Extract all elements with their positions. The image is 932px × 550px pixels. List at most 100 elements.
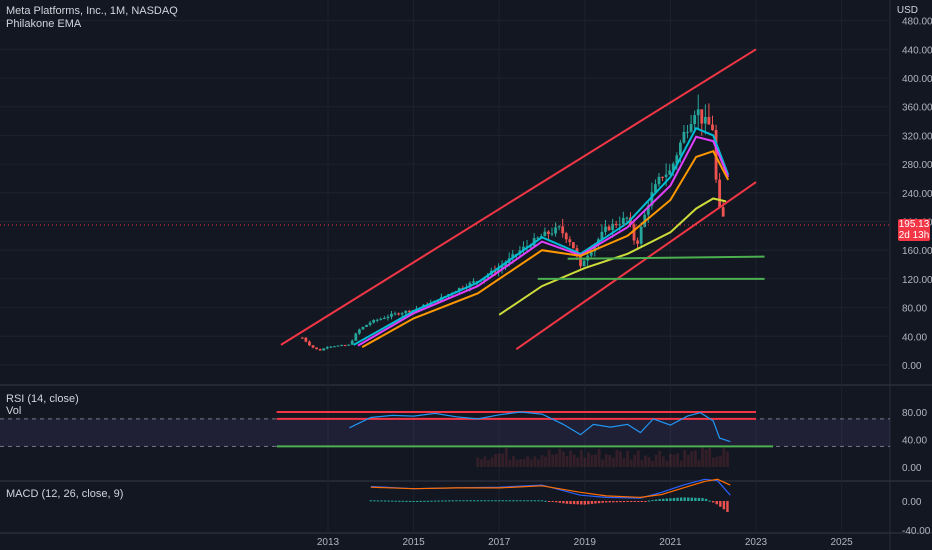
macd-histogram-bar [683, 497, 686, 501]
candle-body [600, 231, 604, 240]
macd-histogram-bar [580, 501, 583, 505]
rsi-band [0, 418, 890, 447]
candle-body [671, 163, 675, 171]
last-price-value: 195.13 [898, 219, 930, 230]
volume-bar [711, 457, 715, 467]
candle-body [568, 239, 572, 243]
candle-body [664, 174, 668, 178]
macd-histogram-bar [419, 500, 422, 502]
macd-histogram-bar [597, 501, 601, 504]
macd-histogram-bar [612, 501, 615, 503]
candle-body [315, 347, 318, 350]
macd-histogram-bar [423, 500, 426, 502]
macd-histogram-bar [462, 500, 465, 502]
macd-histogram-bar [565, 501, 569, 504]
macd-histogram-bar [601, 501, 604, 503]
macd-title: MACD (12, 26, close, 9) [6, 488, 124, 500]
candle-body [611, 223, 615, 231]
candle-body [365, 324, 368, 327]
macd-histogram-bar [401, 500, 405, 502]
volume-bar [547, 449, 551, 467]
macd-histogram-bar [651, 500, 654, 502]
macd-histogram-bar [515, 500, 519, 502]
macd-histogram-bar [476, 500, 479, 502]
macd-histogram-bar [629, 501, 633, 502]
macd-tick-label: -40.00 [902, 526, 931, 537]
candle-body [318, 349, 322, 351]
candle-body [707, 116, 711, 125]
candle-body [689, 123, 693, 132]
macd-histogram-bar [676, 497, 679, 501]
macd-histogram-bar [458, 500, 462, 502]
volume-bar [647, 457, 651, 467]
volume-bar [669, 454, 672, 467]
volume-bar [494, 454, 498, 467]
volume-bar [718, 455, 722, 467]
currency-label: USD [896, 5, 918, 16]
candle-body [646, 205, 650, 215]
volume-bar [479, 459, 483, 467]
candle-body [589, 251, 593, 256]
candle-body [625, 217, 629, 219]
volume-bar [522, 458, 526, 467]
macd-histogram-bar [551, 501, 554, 502]
candle-body [404, 310, 408, 314]
candle-body [311, 345, 315, 348]
candle-body [561, 226, 565, 234]
volume-bar [665, 460, 669, 467]
macd-histogram-bar [722, 501, 726, 510]
macd-histogram-bar [647, 500, 651, 502]
macd-histogram-bar [380, 500, 383, 502]
candle-body [375, 319, 379, 321]
macd-histogram-bar [533, 500, 537, 502]
candle-body [675, 155, 679, 164]
macd-histogram-bar [622, 501, 626, 503]
price-tick-label: 160.00 [902, 246, 932, 257]
candle-body [543, 231, 547, 237]
time-tick-label: 2017 [488, 537, 511, 548]
candle-body [340, 345, 343, 347]
macd-histogram-bar [383, 500, 387, 502]
candle-body [582, 260, 586, 267]
bar-countdown: 2d 13h [898, 230, 930, 241]
candle-body [407, 310, 411, 313]
candle-body [379, 318, 383, 320]
candle-body [536, 237, 540, 239]
price-tick-label: 240.00 [902, 189, 932, 200]
volume-bar [576, 457, 580, 467]
price-tick-label: 400.00 [902, 74, 932, 85]
candle-body [472, 281, 475, 283]
macd-histogram-bar [512, 500, 515, 502]
candle-body [382, 318, 386, 320]
upper-trendline-line [280, 48, 757, 346]
candle-body [621, 217, 625, 225]
macd-histogram-bar [712, 501, 715, 503]
macd-histogram-bar [715, 501, 718, 505]
volume-bar [537, 459, 540, 467]
macd-histogram-bar [644, 501, 647, 502]
macd-histogram-bar [576, 501, 579, 505]
ema-line [357, 135, 730, 347]
macd-histogram-bar [391, 500, 394, 502]
macd-histogram-bar [373, 500, 376, 502]
candle-body [693, 115, 697, 124]
rsi-tick-label: 0.00 [902, 463, 922, 474]
volume-bar [619, 451, 622, 467]
candle-body [304, 337, 308, 342]
macd-histogram-bar [530, 500, 533, 502]
candle-body [397, 313, 401, 315]
macd-histogram-bar [455, 500, 458, 502]
rsi-tick-label: 80.00 [902, 408, 927, 419]
time-tick-label: 2013 [317, 537, 340, 548]
volume-bar [558, 448, 562, 467]
volume-bar [487, 460, 490, 467]
candle-body [436, 301, 440, 303]
volume-bar [676, 453, 679, 467]
volume-bar [604, 454, 608, 467]
volume-bar [697, 459, 701, 467]
macd-histogram-bar [426, 500, 430, 502]
volume-bar [501, 453, 505, 467]
candle-body [607, 226, 611, 231]
macd-histogram-bar [412, 501, 415, 502]
